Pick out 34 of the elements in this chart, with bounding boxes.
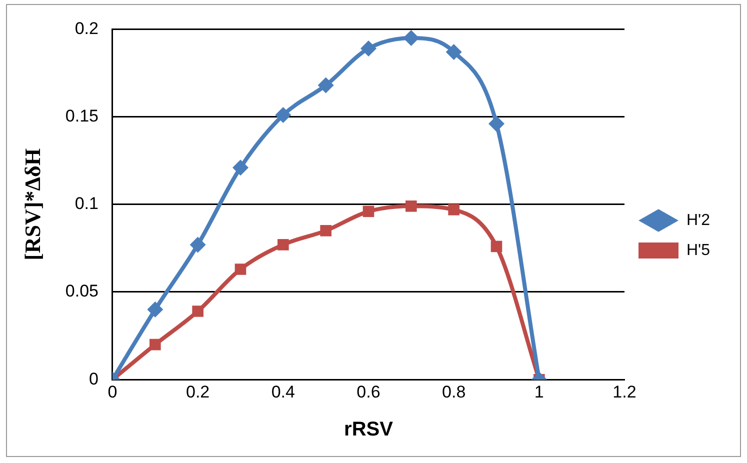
point (147, 302, 164, 318)
legend-label: H'5 (686, 242, 710, 259)
x-axis-title: rRSV (344, 418, 394, 441)
point (448, 204, 460, 216)
legend-label: H'2 (686, 212, 710, 229)
point (360, 40, 376, 56)
point (149, 338, 161, 350)
point (320, 225, 332, 236)
point (406, 200, 417, 212)
x-tick-label: 0.4 (271, 382, 295, 402)
point (403, 30, 420, 46)
y-tick-label: 0.1 (74, 194, 98, 214)
x-tick-label: 0 (108, 382, 118, 402)
x-tick-label: 0.8 (442, 382, 466, 402)
point (446, 44, 462, 60)
x-tick-label: 1.2 (612, 382, 636, 402)
point (190, 236, 206, 253)
point (278, 239, 289, 250)
x-tick-label: 0.6 (356, 382, 380, 402)
y-tick-label: 0.05 (65, 282, 98, 301)
point (275, 107, 292, 124)
y-tick-label: 0.15 (65, 106, 98, 126)
point (318, 77, 334, 94)
point (192, 306, 204, 317)
x-tick-label: 1 (534, 382, 544, 402)
y-tick-label: 0.2 (74, 18, 98, 38)
y-tick-label: 0 (89, 369, 98, 388)
point (234, 264, 246, 275)
y-axis-title: [RSV]*ΔδH (20, 148, 45, 260)
point (488, 116, 504, 132)
point (232, 160, 248, 176)
point (490, 240, 502, 252)
x-tick-label: 0.2 (186, 382, 210, 402)
point (362, 206, 374, 218)
